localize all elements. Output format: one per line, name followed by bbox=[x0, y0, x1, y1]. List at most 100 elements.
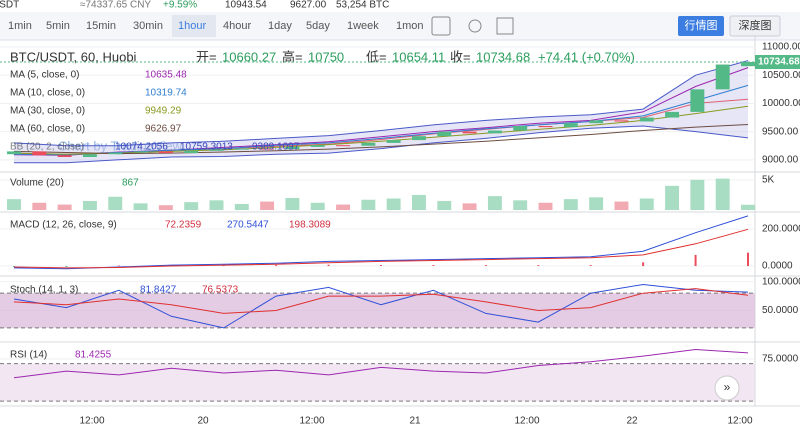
legend-value: 10759.3013 bbox=[180, 142, 233, 153]
candle bbox=[285, 146, 300, 150]
candle bbox=[158, 151, 173, 154]
signal-line bbox=[13, 228, 749, 269]
legend-name: MA (60, close, 0) bbox=[10, 124, 85, 135]
volume-bar bbox=[513, 200, 528, 210]
macd-hist bbox=[432, 265, 435, 267]
candle bbox=[133, 151, 148, 153]
candle bbox=[260, 148, 275, 150]
ohlc-label: 开= bbox=[196, 49, 217, 64]
scroll-icon: » bbox=[724, 380, 731, 394]
candle bbox=[665, 111, 680, 118]
chart-tab-bg[interactable] bbox=[678, 16, 724, 36]
volume-bar bbox=[665, 185, 680, 210]
legend-name: Volume (20) bbox=[10, 178, 64, 189]
stoch-band bbox=[0, 293, 755, 328]
legend-value: 198.3089 bbox=[289, 220, 331, 231]
macd-line bbox=[13, 215, 749, 270]
ohlc-label: 高= bbox=[282, 49, 303, 64]
volume-bar bbox=[57, 204, 72, 210]
ticker-high: 10943.54 bbox=[225, 0, 267, 11]
ohlc-label: 低= bbox=[366, 49, 387, 64]
ma-line bbox=[13, 105, 749, 155]
interval-button[interactable]: 1day bbox=[268, 20, 292, 32]
y-tick-label: 10500.00 bbox=[762, 70, 800, 81]
volume-bar bbox=[690, 179, 705, 210]
icon-fullscreen[interactable] bbox=[496, 17, 514, 35]
symbol: BTC/USDT, 60, Huobi bbox=[10, 49, 137, 64]
volume-bar bbox=[260, 201, 275, 210]
interval-button[interactable]: 5min bbox=[46, 20, 70, 32]
candle bbox=[589, 120, 604, 124]
legend-value: 10074.2056 bbox=[115, 142, 168, 153]
chart-tab[interactable]: 行情图 bbox=[685, 19, 718, 32]
candle bbox=[57, 155, 72, 158]
depth-tab[interactable]: 深度图 bbox=[739, 18, 772, 32]
ohlc-value: 10660.27 bbox=[222, 49, 276, 64]
x-tick-label: 21 bbox=[409, 416, 421, 427]
volume-bar bbox=[361, 199, 376, 210]
legend-value: 76.5373 bbox=[202, 285, 239, 296]
interval-button[interactable]: 1mon bbox=[396, 20, 424, 32]
legend-value: 867 bbox=[122, 178, 139, 189]
volume-bar bbox=[487, 196, 502, 210]
volume-bar bbox=[7, 199, 21, 210]
volume-bar bbox=[437, 200, 452, 210]
ticker-cny: ≈74337.65 CNY bbox=[80, 0, 151, 11]
interval-button[interactable]: 1min bbox=[8, 20, 32, 32]
macd-hist bbox=[275, 265, 278, 267]
legend-name: MA (10, close, 0) bbox=[10, 88, 85, 99]
legend-name: Stoch (14, 1, 3) bbox=[10, 285, 78, 296]
volume-bar bbox=[133, 203, 148, 210]
candle bbox=[513, 126, 528, 131]
volume-bar bbox=[386, 198, 401, 210]
macd-hist bbox=[327, 264, 330, 267]
stoch-d bbox=[13, 288, 749, 314]
candle bbox=[462, 131, 477, 134]
ohlc-label: 收= bbox=[450, 49, 471, 64]
x-tick-label: 22 bbox=[626, 416, 638, 427]
macd-hist bbox=[484, 265, 487, 267]
ohlc-value: 10654.11 bbox=[392, 49, 445, 64]
ticker-pair: USDT bbox=[0, 0, 19, 11]
interval-button[interactable]: 30min bbox=[133, 20, 163, 32]
legend-name: BB (20, 2, close) bbox=[10, 142, 84, 153]
macd-hist bbox=[117, 265, 120, 267]
legend-value: 270.5447 bbox=[227, 220, 269, 231]
interval-button[interactable]: 1week bbox=[347, 20, 379, 32]
legend-value: 81.4255 bbox=[75, 350, 112, 361]
candle bbox=[639, 117, 654, 122]
price-tag bbox=[755, 55, 800, 70]
volume-bar bbox=[639, 198, 654, 210]
stoch-k bbox=[13, 283, 749, 329]
interval-button[interactable]: 15min bbox=[86, 20, 116, 32]
icon-settings[interactable] bbox=[468, 19, 482, 33]
volume-bar bbox=[715, 178, 730, 210]
interval-button[interactable]: 4hour bbox=[223, 20, 251, 32]
y-tick-label: 9000.00 bbox=[762, 154, 799, 165]
y-tick-label: 10000.00 bbox=[762, 98, 800, 109]
x-tick-label: 12:00 bbox=[79, 416, 104, 427]
icon-indicator[interactable] bbox=[431, 16, 451, 36]
volume-bar bbox=[285, 197, 300, 210]
macd-hist bbox=[694, 254, 697, 267]
interval-button[interactable]: 1hour bbox=[178, 20, 206, 32]
volume-bar bbox=[32, 202, 47, 210]
candle bbox=[715, 64, 730, 90]
volume-bar bbox=[462, 203, 477, 210]
rsi-line bbox=[13, 348, 749, 379]
candle bbox=[412, 136, 426, 141]
candle bbox=[741, 62, 755, 67]
volume-bar bbox=[412, 194, 426, 210]
macd-hist bbox=[13, 266, 15, 267]
legend-value: 72.2359 bbox=[165, 220, 202, 231]
candle bbox=[538, 126, 553, 128]
toolbar-bg bbox=[0, 12, 800, 40]
macd-hist bbox=[380, 265, 382, 267]
y-tick-label: 50.0000 bbox=[762, 305, 799, 316]
scroll-button[interactable] bbox=[714, 375, 740, 401]
legend-name: MA (5, close, 0) bbox=[10, 70, 79, 81]
volume-bar bbox=[741, 204, 755, 210]
x-tick-label: 20 bbox=[197, 416, 209, 427]
interval-button[interactable]: 5day bbox=[306, 20, 330, 32]
